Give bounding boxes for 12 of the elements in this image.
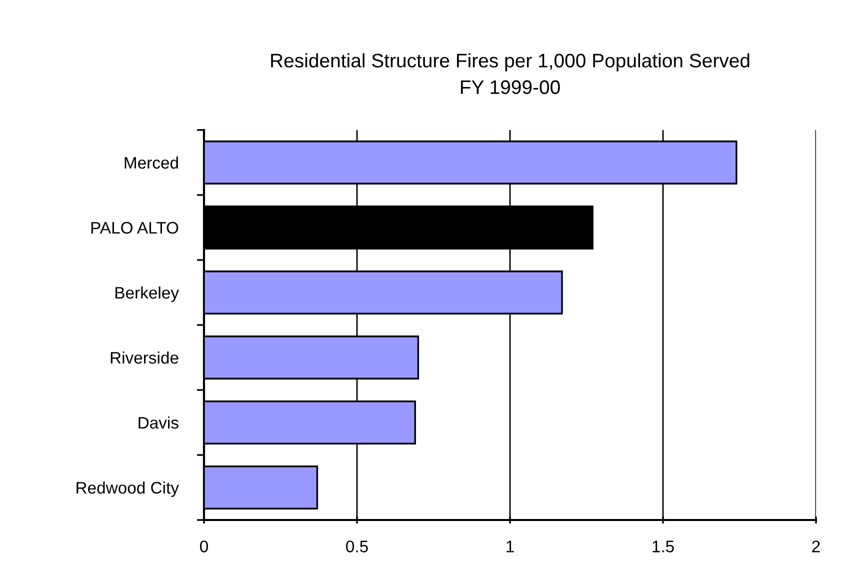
x-tick-label: 0 [200,540,208,552]
y-tick-label: Redwood City [76,481,179,497]
x-tick-label: 2 [812,540,820,552]
y-tick-label: Berkeley [116,286,179,302]
y-tick-label: Riverside [110,351,178,364]
x-tick-label: 0.5 [346,540,368,552]
x-tick-label: 1.5 [652,540,674,552]
y-tick-label: Davis [138,416,178,429]
y-tick-label: PALO ALTO [91,222,178,234]
x-tick-label: 1 [506,540,514,552]
y-tick-label: Merced [124,156,178,169]
chart-title: Residential Structure Fires per 1,000 Population Served FY 1999-00 [271,53,750,94]
